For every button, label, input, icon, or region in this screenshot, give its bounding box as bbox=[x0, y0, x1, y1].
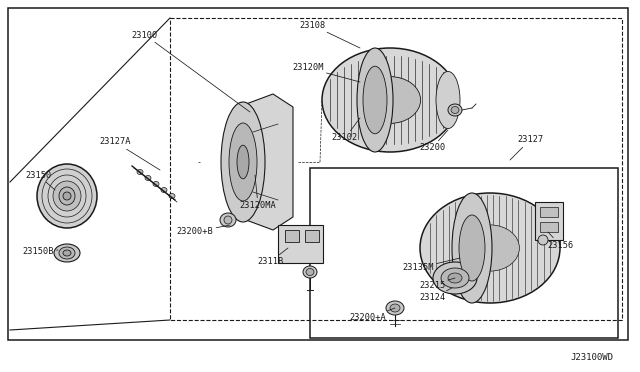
Text: 23200+B: 23200+B bbox=[177, 225, 230, 237]
Bar bbox=[535, 202, 563, 240]
Text: 23200: 23200 bbox=[419, 130, 448, 153]
Text: 23156: 23156 bbox=[547, 232, 573, 250]
Ellipse shape bbox=[59, 247, 75, 259]
Ellipse shape bbox=[161, 187, 167, 192]
Ellipse shape bbox=[448, 273, 462, 283]
Text: 23120M: 23120M bbox=[292, 64, 360, 82]
Ellipse shape bbox=[169, 193, 175, 199]
Ellipse shape bbox=[137, 170, 143, 174]
Ellipse shape bbox=[461, 225, 520, 271]
Ellipse shape bbox=[448, 104, 462, 116]
Text: J23100WD: J23100WD bbox=[570, 353, 613, 362]
Ellipse shape bbox=[459, 215, 485, 281]
Text: 2311B: 2311B bbox=[257, 248, 288, 266]
Text: 23127: 23127 bbox=[510, 135, 543, 160]
Ellipse shape bbox=[441, 268, 469, 288]
Text: 23135M: 23135M bbox=[403, 258, 460, 273]
Ellipse shape bbox=[420, 193, 560, 303]
Text: 23215: 23215 bbox=[419, 278, 455, 289]
Ellipse shape bbox=[59, 187, 75, 205]
Text: 23120MA: 23120MA bbox=[239, 175, 276, 209]
Ellipse shape bbox=[221, 102, 265, 222]
Ellipse shape bbox=[363, 66, 387, 134]
Polygon shape bbox=[238, 94, 293, 230]
Ellipse shape bbox=[229, 123, 257, 201]
Ellipse shape bbox=[237, 145, 249, 179]
Bar bbox=[310, 168, 618, 338]
Text: 23200+A: 23200+A bbox=[349, 308, 395, 323]
Text: 23108: 23108 bbox=[299, 20, 360, 48]
Ellipse shape bbox=[303, 266, 317, 278]
Text: 23150B: 23150B bbox=[22, 247, 58, 257]
Ellipse shape bbox=[436, 71, 460, 129]
Ellipse shape bbox=[37, 164, 97, 228]
Ellipse shape bbox=[322, 48, 458, 152]
Bar bbox=[540, 207, 558, 217]
Ellipse shape bbox=[54, 244, 80, 262]
Ellipse shape bbox=[63, 192, 71, 200]
Ellipse shape bbox=[386, 301, 404, 315]
Bar bbox=[285, 230, 299, 242]
Bar bbox=[278, 225, 323, 263]
Ellipse shape bbox=[451, 106, 459, 113]
Ellipse shape bbox=[390, 304, 400, 312]
Ellipse shape bbox=[306, 269, 314, 276]
Ellipse shape bbox=[63, 250, 71, 256]
Bar bbox=[305, 230, 319, 242]
Ellipse shape bbox=[357, 48, 393, 152]
Bar bbox=[540, 222, 558, 232]
Ellipse shape bbox=[145, 176, 151, 180]
Text: 23100: 23100 bbox=[132, 31, 250, 112]
Text: 23150: 23150 bbox=[25, 170, 55, 190]
Ellipse shape bbox=[538, 235, 548, 245]
Ellipse shape bbox=[53, 181, 81, 211]
Ellipse shape bbox=[452, 193, 492, 303]
Text: 23124: 23124 bbox=[419, 288, 452, 302]
Ellipse shape bbox=[153, 182, 159, 186]
Bar bbox=[8, 8, 628, 340]
Ellipse shape bbox=[224, 216, 232, 224]
Text: 23127A: 23127A bbox=[99, 138, 160, 170]
Ellipse shape bbox=[220, 213, 236, 227]
Ellipse shape bbox=[433, 262, 477, 294]
Text: 23102: 23102 bbox=[332, 118, 360, 142]
Bar bbox=[170, 18, 622, 320]
Ellipse shape bbox=[360, 77, 420, 124]
